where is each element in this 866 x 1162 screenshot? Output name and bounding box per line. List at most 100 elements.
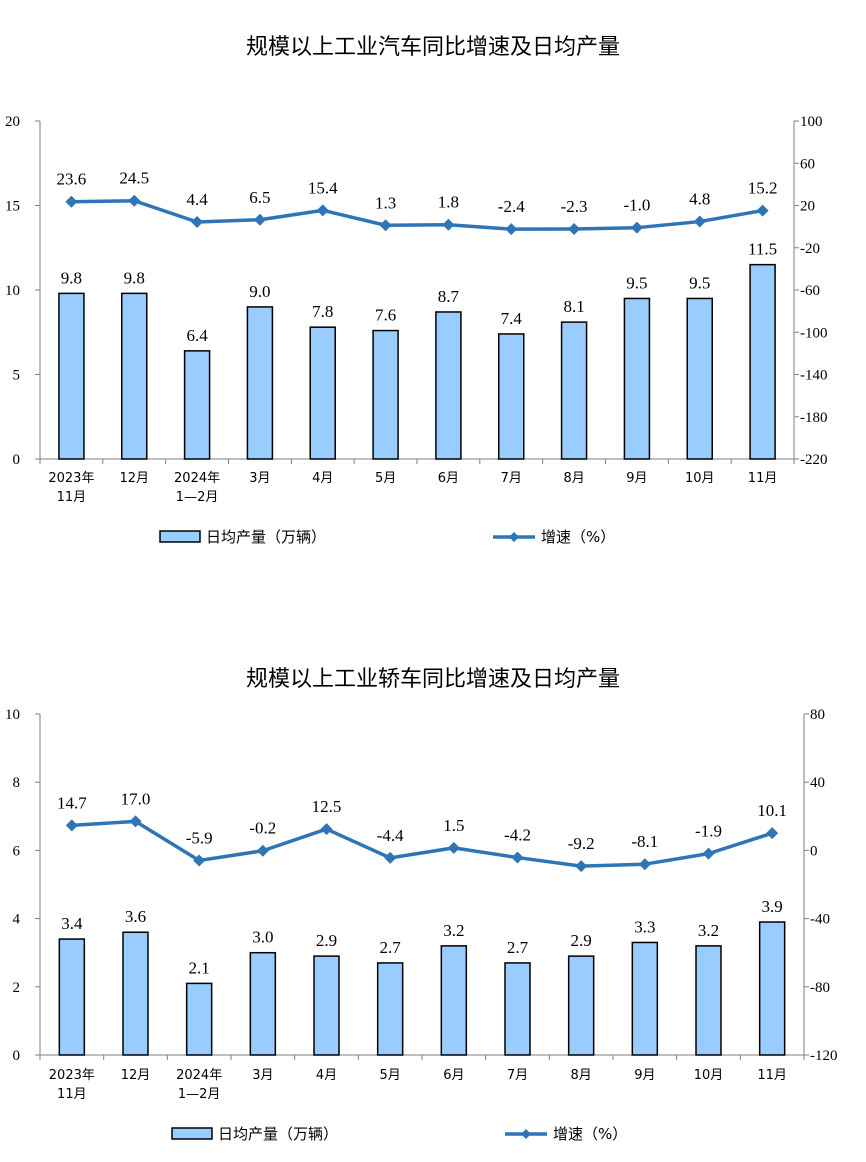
line-point — [379, 219, 392, 232]
category-label: 11月 — [748, 471, 778, 486]
category-label: 2024年 1—2月 — [174, 471, 220, 505]
bar — [376, 962, 404, 1056]
right-tick-label: -140 — [800, 368, 828, 384]
right-tick-label: 20 — [800, 199, 815, 215]
bar — [440, 945, 468, 1056]
bar-value-label: 9.0 — [249, 282, 270, 301]
chart-2: 规模以上工业轿车同比增速及日均产量 0 2 4 6 8 10 -120 -80 -40 0 40 80 2… — [5, 667, 838, 1143]
line-point — [693, 215, 706, 228]
category-label: 6月 — [443, 1068, 464, 1083]
line-point — [320, 823, 333, 836]
bar-value-label: 9.8 — [124, 268, 145, 287]
left-tick-label: 0 — [13, 1048, 21, 1064]
bar — [749, 263, 776, 460]
bar-value-label: 3.2 — [443, 921, 464, 940]
line-value-label: 15.4 — [308, 178, 338, 197]
line-value-label: -0.2 — [249, 819, 276, 838]
right-tick-label: 40 — [810, 775, 825, 791]
left-tick-label: 2 — [13, 980, 21, 996]
legend-line-marker — [521, 1129, 531, 1139]
line-point — [193, 854, 206, 867]
legend-bar-label: 日均产量（万辆） — [206, 528, 326, 546]
right-tick-label: 0 — [810, 843, 818, 859]
line-value-label: 4.8 — [689, 190, 710, 209]
category-label: 11月 — [757, 1068, 787, 1083]
line-point — [384, 851, 397, 864]
bar — [122, 931, 149, 1056]
bar — [313, 955, 340, 1056]
bar — [631, 941, 659, 1056]
bar — [504, 962, 531, 1056]
bar-value-label: 2.7 — [380, 938, 402, 957]
line-value-label: -5.9 — [186, 828, 213, 847]
category-label: 12月 — [119, 471, 149, 486]
line-point — [447, 841, 460, 854]
right-tick-label: -20 — [800, 241, 820, 257]
bar — [567, 955, 595, 1056]
bar-value-label: 3.3 — [634, 917, 655, 936]
bar-value-label: 3.4 — [61, 914, 83, 933]
bar — [758, 921, 786, 1056]
category-label: 2023年 11月 — [48, 471, 94, 505]
chart-1: 规模以上工业汽车同比增速及日均产量 0 5 10 15 20 -220 -180 -140 -10… — [5, 35, 828, 546]
line-value-label: -8.1 — [631, 832, 658, 851]
bar — [58, 938, 86, 1056]
category-label: 9月 — [634, 1068, 655, 1083]
bar-value-label: 7.8 — [312, 302, 333, 321]
left-tick-label: 10 — [5, 283, 20, 299]
right-tick-label: -220 — [800, 452, 828, 468]
line-value-label: 12.5 — [312, 797, 342, 816]
left-tick-label: 10 — [5, 707, 20, 723]
bar-value-label: 2.7 — [507, 938, 529, 957]
category-label: 12月 — [121, 1068, 151, 1083]
bar — [183, 350, 211, 460]
left-tick-label: 5 — [13, 368, 21, 384]
category-label: 3月 — [252, 1068, 273, 1083]
category-label: 9月 — [626, 471, 647, 486]
category-label: 3月 — [249, 471, 270, 486]
line-value-label: 14.7 — [57, 793, 87, 812]
right-tick-label: -60 — [800, 283, 820, 299]
chart-title: 规模以上工业汽车同比增速及日均产量 — [246, 35, 620, 60]
right-tick-label: 60 — [800, 156, 815, 172]
line-point — [65, 819, 78, 832]
category-label: 2024年 1—2月 — [176, 1068, 222, 1102]
left-tick-label: 6 — [13, 843, 21, 859]
left-tick-label: 15 — [5, 199, 20, 215]
bar-value-label: 7.4 — [501, 309, 523, 328]
bar-value-label: 6.4 — [186, 326, 208, 345]
bar-value-label: 3.9 — [762, 897, 783, 916]
bar — [435, 311, 462, 460]
bar-value-label: 9.5 — [689, 273, 710, 292]
bar-value-label: 2.9 — [571, 931, 592, 950]
line-point — [575, 860, 588, 873]
bar-value-label: 9.8 — [61, 268, 82, 287]
line-point — [442, 218, 455, 231]
line-value-label: -4.4 — [377, 826, 404, 845]
right-tick-label: -180 — [800, 410, 828, 426]
category-label: 5月 — [375, 471, 396, 486]
category-label: 6月 — [438, 471, 459, 486]
legend-line-marker — [509, 532, 519, 542]
bar — [623, 297, 651, 460]
line-point — [316, 204, 329, 217]
right-tick-label: -80 — [810, 980, 830, 996]
line-point — [191, 215, 204, 228]
line-value-label: 1.8 — [438, 193, 459, 212]
line-value-label: 23.6 — [57, 170, 87, 189]
line-point — [756, 204, 769, 217]
line-value-label: 17.0 — [121, 789, 151, 808]
left-tick-label: 0 — [13, 452, 21, 468]
line-point — [511, 851, 524, 864]
growth-line — [71, 819, 773, 868]
legend-bar-label: 日均产量（万辆） — [218, 1125, 338, 1143]
legend-bar-swatch — [159, 530, 201, 543]
left-tick-label: 20 — [5, 114, 20, 130]
line-point — [630, 221, 643, 234]
line-value-label: 4.4 — [186, 190, 208, 209]
right-tick-label: 100 — [800, 114, 823, 130]
bar-value-label: 3.2 — [698, 921, 719, 940]
line-value-label: -9.2 — [568, 834, 595, 853]
line-value-label: -1.0 — [623, 196, 650, 215]
